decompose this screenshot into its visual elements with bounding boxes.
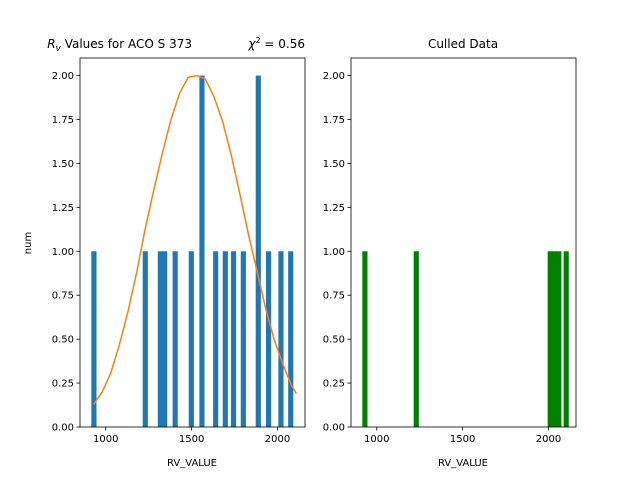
left-bar-11 [255,75,261,427]
title-subscript: v [56,44,62,54]
right-chart-title: Culled Data [428,37,498,51]
left-bar-9 [230,251,237,427]
left-bar-12 [266,251,272,427]
chi-symbol: χ [247,37,256,51]
left-y-tick-label-1: 0.25 [52,379,74,390]
right-bar-0 [362,251,368,427]
right-x-tick-label-2: 2000 [536,434,561,445]
right-bar-4 [556,251,562,427]
left-bar-7 [213,251,219,427]
left-bar-1 [142,251,148,427]
left-y-tick-label-6: 1.50 [52,159,74,170]
left-x-axis-label: RV_VALUE [167,458,217,469]
right-bar-1 [413,251,419,427]
left-bar-5 [188,251,194,427]
left-chart-title: Rv Values for ACO S 373 [47,37,192,54]
left-subplot: Rv Values for ACO S 373 χ2 = 0.56 num RV… [23,36,306,469]
right-y-tick-label-7: 1.75 [323,115,345,126]
right-y-tick-label-0: 0.00 [323,423,345,434]
title-text: Values for ACO S 373 [61,37,192,51]
right-x-axis-label: RV_VALUE [438,458,488,469]
left-x-tick-label-1: 1500 [179,434,204,445]
left-x-tick-label-0: 1000 [93,434,118,445]
right-subplot: Culled Data RV_VALUE 1000 1500 2000 0.00 0.2… [323,37,577,469]
right-x-tick-label-0: 1000 [364,434,389,445]
gaussian-fit-line [93,74,298,405]
right-y-tick-label-1: 0.25 [323,379,345,390]
right-bar-3 [551,251,558,427]
left-y-tick-label-0: 0.00 [52,423,74,434]
left-y-tick-label-8: 2.00 [52,71,74,82]
right-y-tick-label-3: 0.75 [323,291,345,302]
right-y-tick-label-6: 1.50 [323,159,345,170]
left-x-tick-label-2: 2000 [265,434,290,445]
right-y-tick-label-2: 0.50 [323,335,345,346]
left-bar-10 [240,251,246,427]
left-bars [91,75,294,427]
right-y-tick-label-5: 1.25 [323,203,345,214]
title-symbol-r: R [47,37,55,51]
left-y-tick-label-4: 1.00 [52,247,74,258]
left-bar-0 [91,251,97,427]
left-bar-14 [288,251,294,427]
chi-square-value: = 0.56 [261,37,305,51]
right-bar-2 [547,251,553,427]
right-y-tick-label-8: 2.00 [323,71,345,82]
left-bar-8 [222,251,228,427]
right-axes-frame [350,57,577,428]
left-bar-2 [157,251,163,427]
right-bar-5 [563,251,569,427]
left-bar-13 [278,251,284,427]
left-bar-3 [162,251,168,427]
left-y-tick-label-2: 0.50 [52,335,74,346]
right-x-tick-label-1: 1500 [450,434,475,445]
left-y-tick-label-3: 0.75 [52,291,74,302]
left-bar-4 [172,251,178,427]
right-y-tick-label-4: 1.00 [323,247,345,258]
left-bar-6 [199,75,205,427]
right-bars [362,251,569,427]
left-axes-frame [79,57,306,428]
chi-square-label: χ2 = 0.56 [247,36,305,51]
left-y-tick-label-7: 1.75 [52,115,74,126]
chi-superscript: 2 [256,36,261,45]
left-y-axis-label: num [23,232,34,254]
left-y-tick-label-5: 1.25 [52,203,74,214]
